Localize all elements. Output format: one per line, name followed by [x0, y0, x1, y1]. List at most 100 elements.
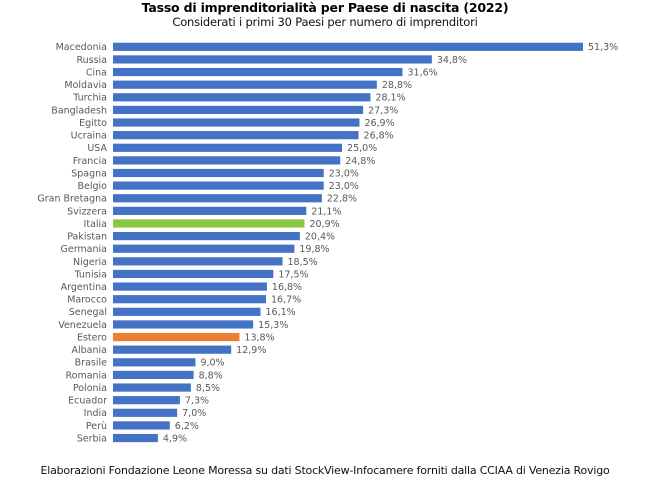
value-label: 34,8%	[437, 55, 467, 66]
category-label: Spagna	[71, 168, 107, 179]
bar-turchia	[113, 93, 371, 102]
bar-brasile	[113, 358, 196, 367]
category-label: Nigeria	[73, 257, 107, 268]
value-label: 17,5%	[278, 269, 308, 280]
value-label: 16,1%	[266, 307, 296, 318]
value-label: 6,2%	[175, 421, 199, 432]
value-label: 18,5%	[287, 257, 317, 268]
category-label: India	[84, 408, 107, 419]
bar-belgio	[113, 181, 324, 190]
category-label: Gran Bretagna	[37, 194, 107, 205]
bar-india	[113, 408, 178, 417]
value-label: 15,3%	[258, 320, 288, 331]
category-label: Moldavia	[64, 80, 107, 91]
bar-marocco	[113, 295, 267, 304]
bar-usa	[113, 143, 343, 152]
category-label: Romania	[65, 370, 107, 381]
bar-nigeria	[113, 257, 283, 266]
value-label: 27,3%	[368, 105, 398, 116]
value-label: 8,8%	[199, 370, 223, 381]
bar-serbia	[113, 433, 158, 443]
value-label: 12,9%	[236, 345, 266, 356]
value-label: 25,0%	[347, 143, 377, 154]
value-label: 28,8%	[382, 80, 412, 91]
value-label: 4,9%	[163, 433, 187, 444]
category-label: Perù	[86, 421, 107, 432]
bar-cina	[113, 67, 403, 77]
bar-polonia	[113, 383, 191, 392]
category-label: Egitto	[79, 118, 107, 129]
category-label: Pakistan	[67, 232, 107, 243]
value-label: 13,8%	[244, 332, 274, 343]
bar-gran-bretagna	[113, 194, 322, 203]
bar-argentina	[113, 282, 267, 291]
category-label: Belgio	[78, 181, 108, 192]
bar-moldavia	[113, 80, 377, 89]
category-label: Tunisia	[74, 269, 107, 280]
bar-chart: Macedonia 51,3% Russia 34,8% Cina 31,6% Moldav…	[37, 42, 618, 444]
value-label: 7,3%	[185, 396, 209, 407]
bar-estero	[113, 332, 240, 342]
bar-russia	[113, 55, 432, 64]
value-label: 7,0%	[182, 408, 206, 419]
category-label: Svizzera	[67, 206, 107, 217]
bar-romania	[113, 370, 194, 380]
bar-spagna	[113, 168, 324, 178]
value-label: 16,8%	[272, 282, 302, 293]
bar-macedonia	[113, 42, 583, 51]
value-label: 24,8%	[345, 156, 375, 167]
value-label: 26,8%	[364, 131, 394, 142]
source-note: Elaborazioni Fondazione Leone Moressa su…	[40, 464, 610, 477]
category-label: Argentina	[61, 282, 107, 293]
category-label: Bangladesh	[51, 105, 107, 116]
value-label: 9,0%	[200, 358, 224, 369]
value-label: 21,1%	[311, 206, 341, 217]
bar-svizzera	[113, 206, 307, 215]
category-label: Ucraina	[71, 131, 107, 142]
bar-ecuador	[113, 396, 180, 405]
bar-germania	[113, 244, 295, 253]
bar-francia	[113, 156, 341, 165]
bar-tunisia	[113, 269, 274, 279]
value-label: 22,8%	[327, 194, 357, 205]
category-label: USA	[87, 143, 107, 154]
category-label: Marocco	[67, 295, 107, 306]
category-label: Italia	[84, 219, 107, 230]
category-label: Polonia	[73, 383, 107, 394]
value-label: 20,4%	[305, 232, 335, 243]
category-label: Albania	[72, 345, 107, 356]
value-label: 19,8%	[299, 244, 329, 255]
category-label: Russia	[76, 55, 107, 66]
value-label: 20,9%	[309, 219, 339, 230]
category-label: Germania	[60, 244, 107, 255]
value-label: 31,6%	[408, 67, 438, 78]
value-label: 23,0%	[329, 181, 359, 192]
value-label: 8,5%	[196, 383, 220, 394]
category-label: Brasile	[75, 358, 107, 369]
value-label: 26,9%	[364, 118, 394, 129]
bars-group: Macedonia 51,3% Russia 34,8% Cina 31,6% Moldav…	[37, 42, 618, 444]
category-label: Francia	[73, 156, 107, 167]
category-label: Venezuela	[58, 320, 107, 331]
value-label: 16,7%	[271, 295, 301, 306]
category-label: Turchia	[72, 93, 107, 104]
category-label: Ecuador	[68, 396, 107, 407]
chart-title: Tasso di imprenditorialità per Paese di …	[141, 0, 509, 15]
bar-pakistan	[113, 232, 300, 241]
value-label: 28,1%	[375, 93, 405, 104]
category-label: Estero	[77, 332, 107, 343]
bar-bangladesh	[113, 105, 364, 115]
category-label: Cina	[86, 67, 107, 78]
value-label: 23,0%	[329, 168, 359, 179]
bar-senegal	[113, 307, 261, 316]
bar-ucraina	[113, 131, 359, 140]
bar-albania	[113, 345, 232, 354]
bar-egitto	[113, 118, 360, 127]
chart-subtitle: Considerati i primi 30 Paesi per numero …	[172, 15, 478, 29]
value-label: 51,3%	[588, 42, 618, 53]
category-label: Serbia	[77, 433, 107, 444]
bar-per-	[113, 421, 170, 430]
category-label: Senegal	[69, 307, 107, 318]
category-label: Macedonia	[56, 42, 107, 53]
bar-italia	[113, 219, 305, 228]
